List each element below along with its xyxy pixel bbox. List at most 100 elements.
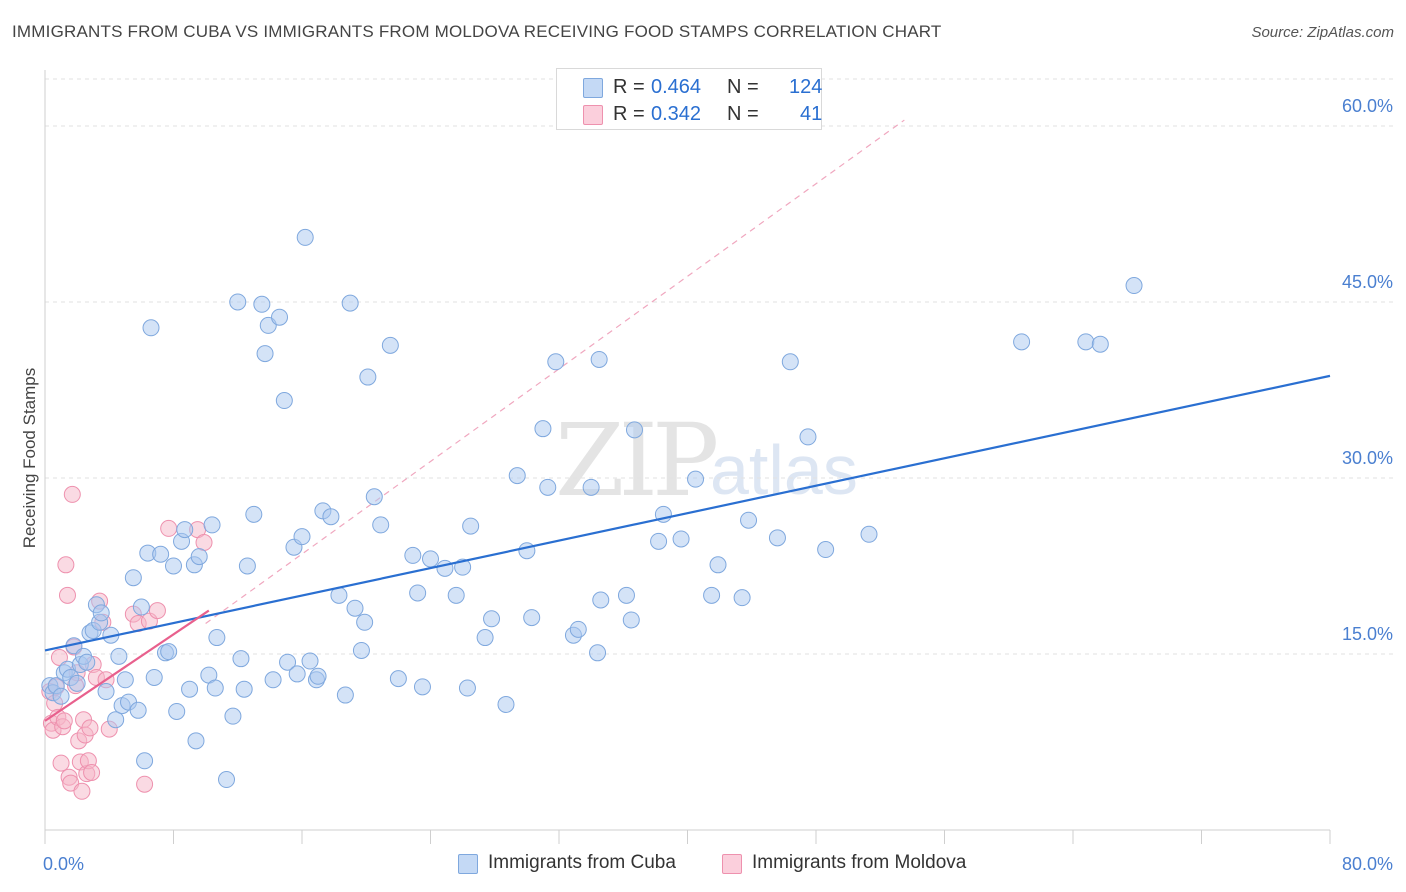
cuba-point: [523, 609, 541, 627]
moldova-point: [160, 519, 178, 537]
cuba-point: [232, 650, 250, 668]
cuba-point: [590, 350, 608, 368]
cuba-point: [768, 529, 786, 547]
cuba-point: [322, 508, 340, 526]
cuba-point: [346, 599, 364, 617]
cuba-point: [218, 771, 236, 789]
cuba-point: [279, 653, 297, 671]
cuba-point: [264, 671, 282, 689]
watermark-zip: ZIP: [555, 402, 719, 519]
moldova-point: [52, 754, 70, 772]
moldova-point: [55, 712, 73, 730]
moldova-point: [73, 782, 91, 800]
cuba-point: [1091, 335, 1109, 353]
legend-n-label: N =: [727, 76, 759, 98]
legend-swatch-moldova: [583, 105, 603, 125]
source-label: Source: ZipAtlas.com: [1251, 24, 1394, 41]
cuba-point: [352, 641, 370, 659]
legend-n-value-cuba: 124: [789, 76, 823, 98]
cuba-point: [740, 511, 758, 529]
cuba-point: [589, 644, 607, 662]
legend-n-value-moldova: 41: [800, 103, 823, 125]
cuba-point: [365, 488, 383, 506]
cuba-point: [650, 532, 668, 550]
legend-swatch-cuba: [583, 78, 603, 98]
cuba-point: [709, 556, 727, 574]
cuba-point: [372, 516, 390, 534]
cuba-point: [483, 610, 501, 628]
legend-r-value-moldova: 0.342: [651, 103, 702, 125]
cuba-point: [497, 695, 515, 713]
cuba-point: [341, 294, 359, 312]
bottom-legend-label-cuba: Immigrants from Cuba: [488, 852, 676, 873]
cuba-point: [181, 680, 199, 698]
cuba-point: [508, 467, 526, 485]
cuba-point: [107, 711, 125, 729]
cuba-point: [1077, 333, 1095, 351]
cuba-point: [799, 428, 817, 446]
cuba-point: [110, 647, 128, 665]
cuba-point: [1125, 277, 1143, 295]
cuba-point: [296, 228, 314, 246]
cuba-point: [176, 521, 194, 539]
cuba-point: [187, 732, 205, 750]
cuba-point: [142, 319, 160, 337]
cuba-point: [68, 674, 86, 692]
legend-r-label: R =: [613, 103, 645, 125]
cuba-point: [781, 353, 799, 371]
bottom-legend-swatch-cuba: [458, 854, 478, 874]
cuba-point: [208, 629, 226, 647]
moldova-point: [50, 649, 68, 667]
cuba-point: [206, 679, 224, 697]
cuba-point: [733, 589, 751, 607]
cuba-point: [534, 420, 552, 438]
bottom-legend-swatch-moldova: [722, 854, 742, 874]
cuba-point: [253, 295, 271, 313]
correlation-legend: R = 0.464 N = 124 R = 0.342 N = 41: [556, 68, 822, 130]
cuba-point: [256, 345, 274, 363]
cuba-point: [168, 702, 186, 720]
moldova-point: [57, 556, 75, 574]
cuba-point: [672, 530, 690, 548]
cuba-point: [582, 478, 600, 496]
cuba-point: [132, 598, 150, 616]
cuba-point: [129, 701, 147, 719]
cuba-point: [569, 620, 587, 638]
cuba-point: [229, 293, 247, 311]
cuba-point: [687, 470, 705, 488]
cuba-point: [275, 392, 293, 410]
y-tick-label: 45.0%: [1342, 272, 1393, 292]
cuba-point: [235, 680, 253, 698]
moldova-point: [136, 775, 154, 793]
diagonal-reference-line: [205, 119, 905, 624]
cuba-point: [309, 667, 327, 685]
cuba-point: [1013, 333, 1031, 351]
cuba-point: [97, 683, 115, 701]
tick-labels: 15.0% 30.0% 45.0% 60.0% 0.0% 80.0%: [43, 96, 1393, 874]
legend-n-label: N =: [727, 103, 759, 125]
cuba-point: [409, 584, 427, 602]
cuba-point: [413, 678, 431, 696]
cuba-points: [41, 228, 1143, 789]
bottom-legend-label-moldova: Immigrants from Moldova: [752, 852, 967, 873]
cuba-trend-line: [44, 374, 1331, 652]
cuba-point: [78, 653, 96, 671]
cuba-point: [116, 671, 134, 689]
x-tick-label: 80.0%: [1342, 854, 1393, 874]
moldova-trend-line: [44, 609, 210, 722]
cuba-point: [622, 611, 640, 629]
cuba-point: [92, 604, 110, 622]
cuba-point: [389, 670, 407, 688]
moldova-point: [195, 534, 213, 552]
watermark-atlas: atlas: [710, 431, 858, 509]
moldova-point: [148, 602, 166, 620]
cuba-point: [447, 586, 465, 604]
cuba-point: [404, 546, 422, 564]
cuba-point: [52, 687, 70, 705]
trend-lines: [44, 374, 1331, 722]
cuba-point: [336, 686, 354, 704]
cuba-point: [165, 557, 182, 575]
legend-r-value-cuba: 0.464: [651, 76, 702, 98]
cuba-point: [238, 557, 256, 575]
cuba-point: [160, 643, 178, 661]
